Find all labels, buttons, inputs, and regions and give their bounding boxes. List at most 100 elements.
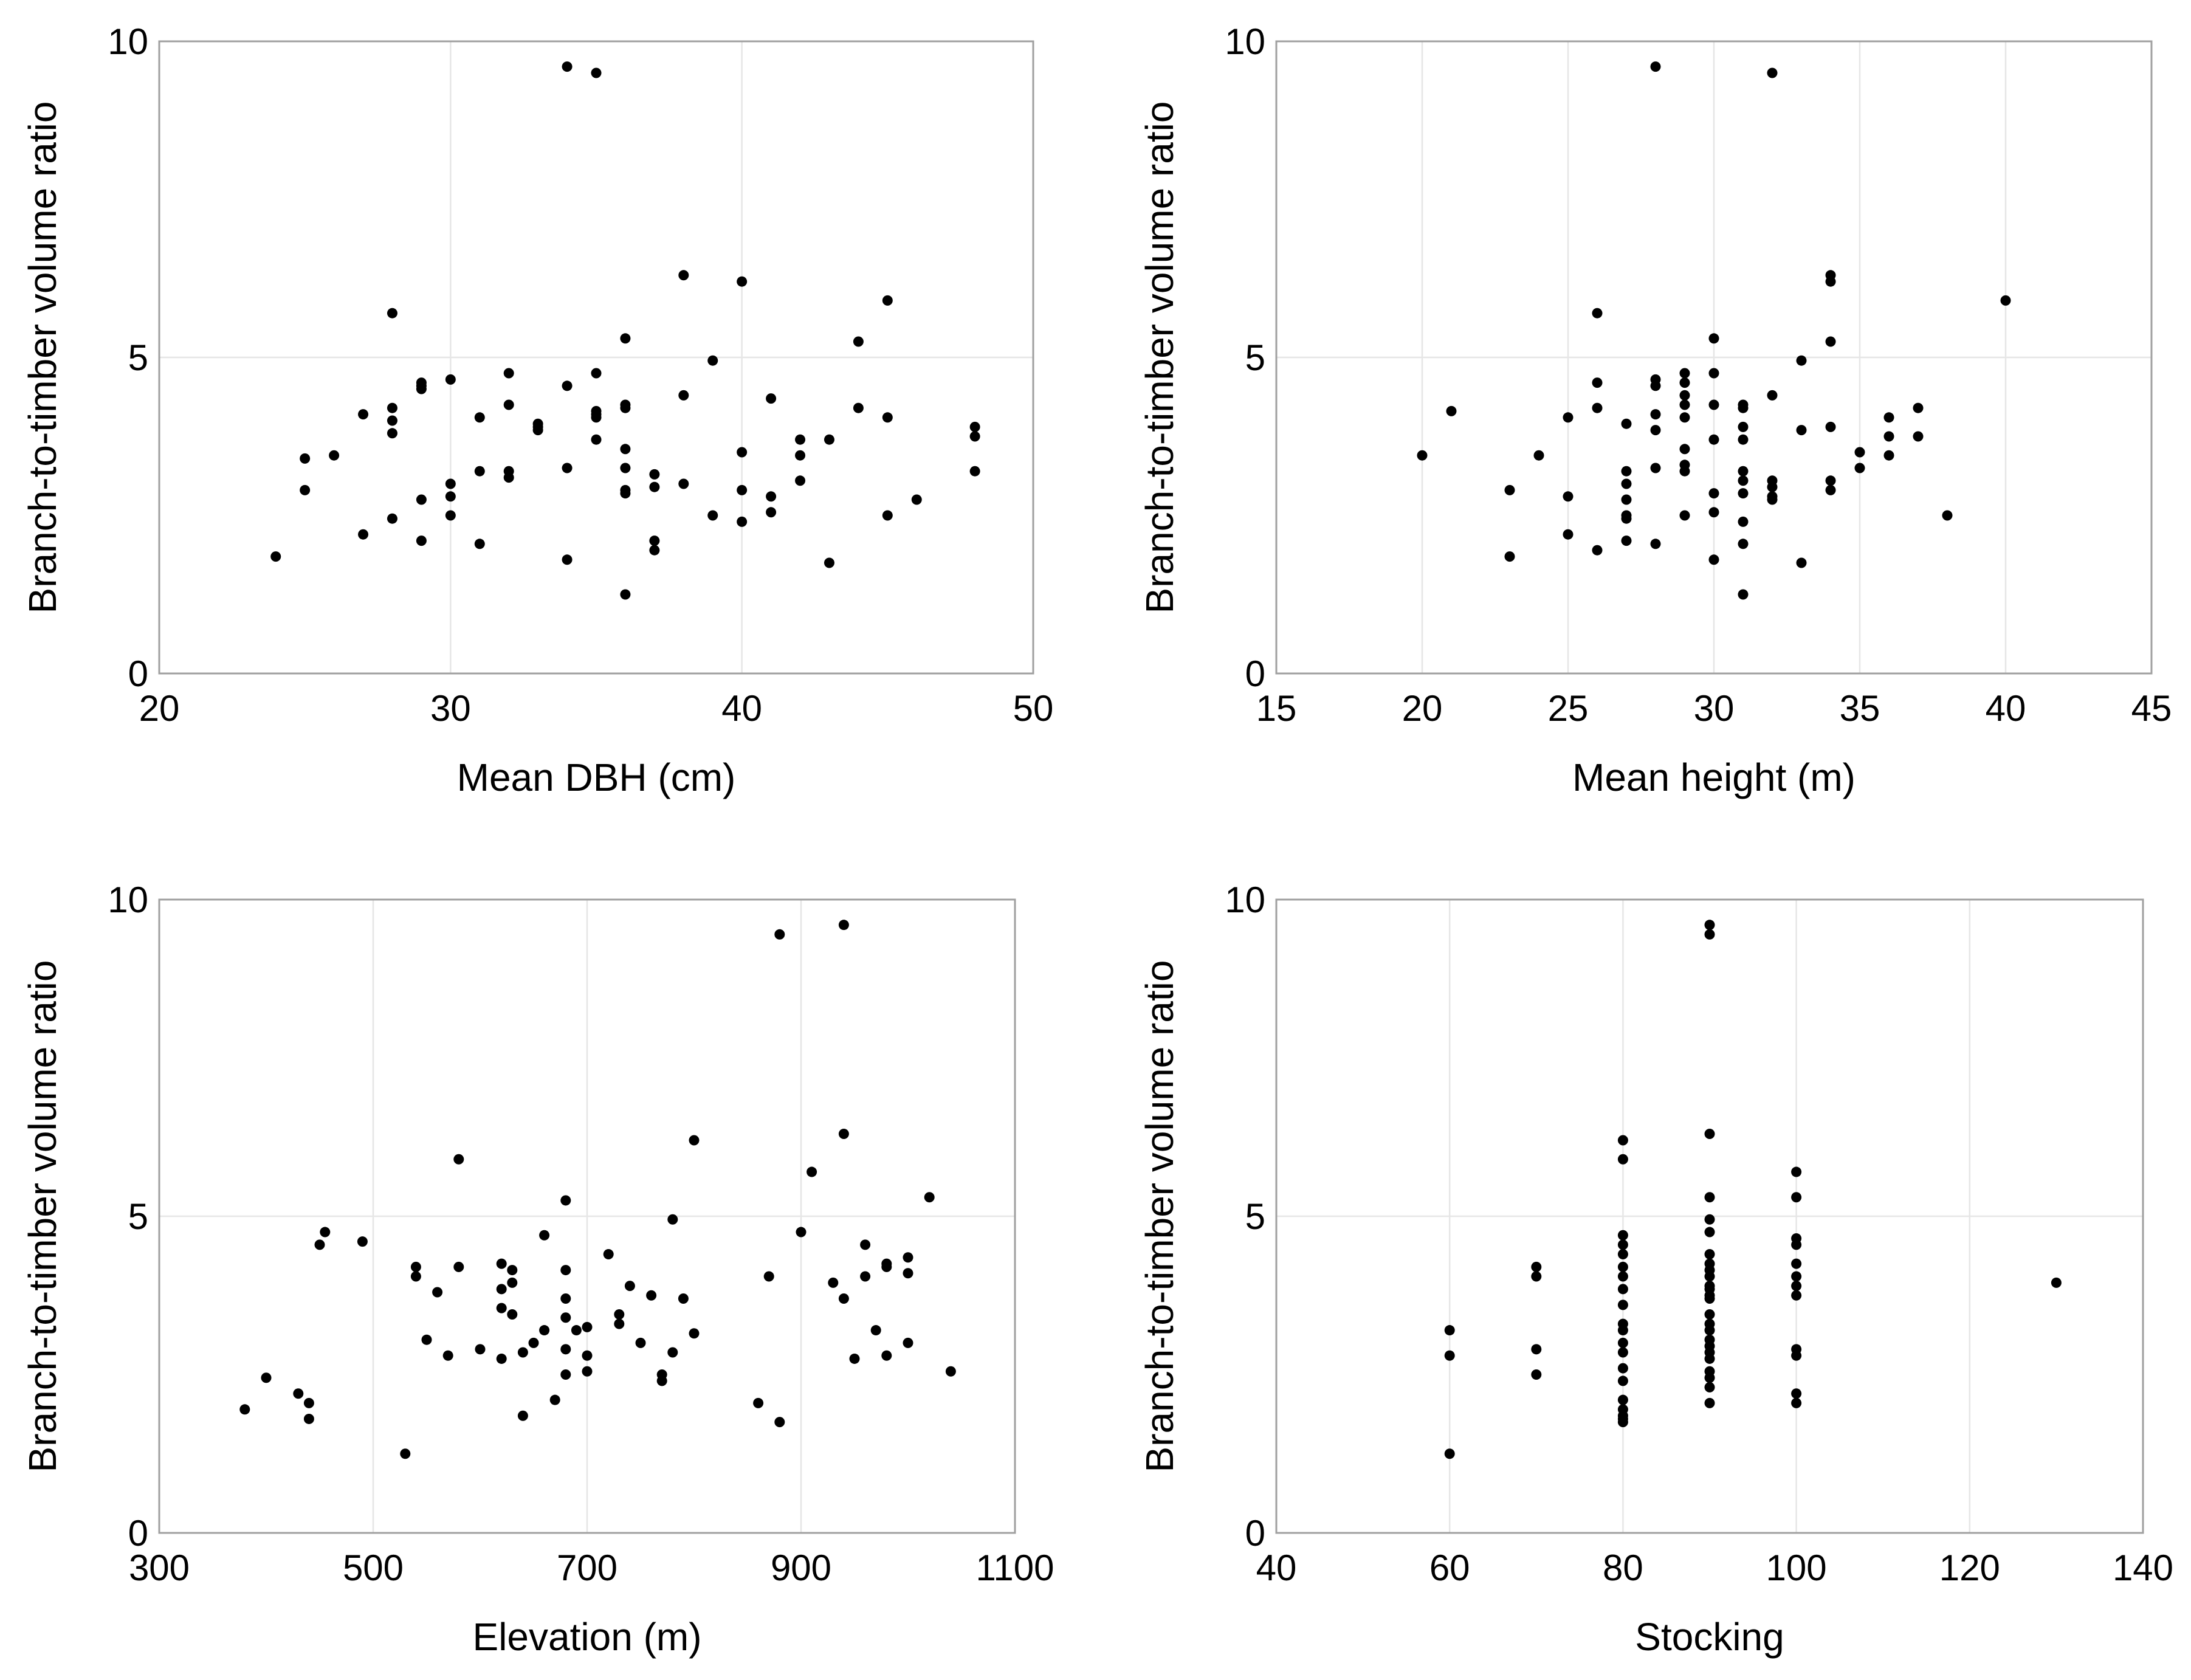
x-tick-label: 25 xyxy=(1548,688,1589,729)
data-point xyxy=(1708,507,1719,518)
data-point xyxy=(860,1271,871,1282)
data-point xyxy=(560,1369,571,1380)
data-point xyxy=(766,507,777,518)
data-point xyxy=(1563,529,1574,540)
data-point xyxy=(1444,1325,1455,1336)
plot-frame xyxy=(1275,40,2153,675)
x-tick-label: 15 xyxy=(1256,688,1297,729)
data-point xyxy=(603,1249,614,1260)
data-point xyxy=(1504,484,1515,495)
data-point xyxy=(1883,450,1894,461)
data-point xyxy=(591,368,602,379)
data-point xyxy=(432,1287,443,1298)
data-point xyxy=(649,545,660,556)
data-point xyxy=(1738,539,1749,549)
data-point xyxy=(507,1265,518,1276)
data-point xyxy=(1533,450,1544,461)
data-point xyxy=(614,1309,625,1320)
data-point xyxy=(562,61,573,72)
data-point xyxy=(387,428,397,439)
panel-mean-height: 15 20 25 30 35 40 45 0 5 10 Mean height (m) Branch-… xyxy=(1138,21,2172,799)
data-point xyxy=(1708,434,1719,445)
data-point xyxy=(1444,1350,1455,1361)
data-point xyxy=(1704,929,1715,940)
data-point xyxy=(1417,450,1428,461)
data-point xyxy=(838,920,849,931)
data-point xyxy=(656,1375,667,1386)
data-point xyxy=(766,491,777,502)
data-point xyxy=(560,1293,571,1304)
data-point xyxy=(649,481,660,492)
data-point xyxy=(1679,444,1690,455)
data-point xyxy=(387,402,397,413)
data-point xyxy=(737,447,748,458)
y-tick-label: 0 xyxy=(1245,653,1265,694)
data-point xyxy=(1650,425,1661,436)
data-point xyxy=(1617,1135,1628,1146)
data-point xyxy=(2051,1277,2062,1288)
data-point xyxy=(795,475,806,486)
data-point xyxy=(591,412,602,423)
data-point xyxy=(1791,1388,1802,1399)
data-point xyxy=(620,589,631,600)
data-point xyxy=(582,1350,593,1361)
data-point xyxy=(416,494,427,505)
x-tick-label: 40 xyxy=(1256,1547,1297,1588)
data-point xyxy=(737,516,748,527)
data-point xyxy=(300,453,311,464)
data-point xyxy=(1791,1258,1802,1269)
data-point xyxy=(1563,412,1574,423)
data-point xyxy=(882,412,893,423)
data-point xyxy=(620,333,631,344)
data-point xyxy=(387,308,397,318)
data-point xyxy=(496,1258,507,1269)
y-tick-label: 10 xyxy=(1225,880,1265,920)
data-point xyxy=(1704,1249,1715,1260)
data-point xyxy=(1679,377,1690,388)
data-point xyxy=(1444,1448,1455,1459)
data-point xyxy=(1708,333,1719,344)
data-point xyxy=(1617,1394,1628,1405)
data-point xyxy=(1767,390,1778,401)
data-point xyxy=(300,484,311,495)
data-point xyxy=(1704,1372,1715,1383)
y-tick-label: 5 xyxy=(1245,1196,1265,1237)
data-point xyxy=(358,409,369,420)
data-point xyxy=(517,1410,528,1421)
data-point xyxy=(1825,276,1836,287)
data-point xyxy=(474,539,485,549)
data-point xyxy=(1650,463,1661,473)
data-point xyxy=(442,1350,453,1361)
x-tick-label: 60 xyxy=(1429,1547,1470,1588)
data-point xyxy=(474,412,485,423)
data-point xyxy=(1621,478,1632,489)
data-point xyxy=(678,1293,689,1304)
x-tick-label: 1100 xyxy=(975,1547,1054,1588)
panel-mean-dbh: 20 30 40 50 0 5 10 Mean DBH (cm) Branch-to-timbe… xyxy=(21,21,1053,799)
data-point xyxy=(1738,488,1749,499)
data-point xyxy=(507,1309,518,1320)
data-point xyxy=(1913,431,1924,442)
data-point xyxy=(357,1236,368,1247)
data-point xyxy=(1621,513,1632,524)
data-point xyxy=(1854,447,1865,458)
data-point xyxy=(1617,1271,1628,1282)
y-tick-label: 0 xyxy=(128,1513,148,1554)
data-point xyxy=(1650,61,1661,72)
x-tick-label: 45 xyxy=(2131,688,2172,729)
data-point xyxy=(2000,295,2011,306)
data-point xyxy=(1796,557,1807,568)
data-point xyxy=(1854,463,1865,473)
data-point xyxy=(1563,491,1574,502)
data-point xyxy=(453,1154,464,1165)
data-point xyxy=(1650,539,1661,549)
data-point xyxy=(1704,1214,1715,1225)
data-point xyxy=(1617,1239,1628,1250)
data-point xyxy=(903,1337,913,1348)
y-tick-label: 0 xyxy=(1245,1513,1265,1554)
data-point xyxy=(1791,1192,1802,1203)
data-point xyxy=(421,1334,432,1345)
data-point xyxy=(562,463,573,473)
data-point xyxy=(1679,399,1690,410)
x-axis-label: Elevation (m) xyxy=(473,1615,702,1659)
